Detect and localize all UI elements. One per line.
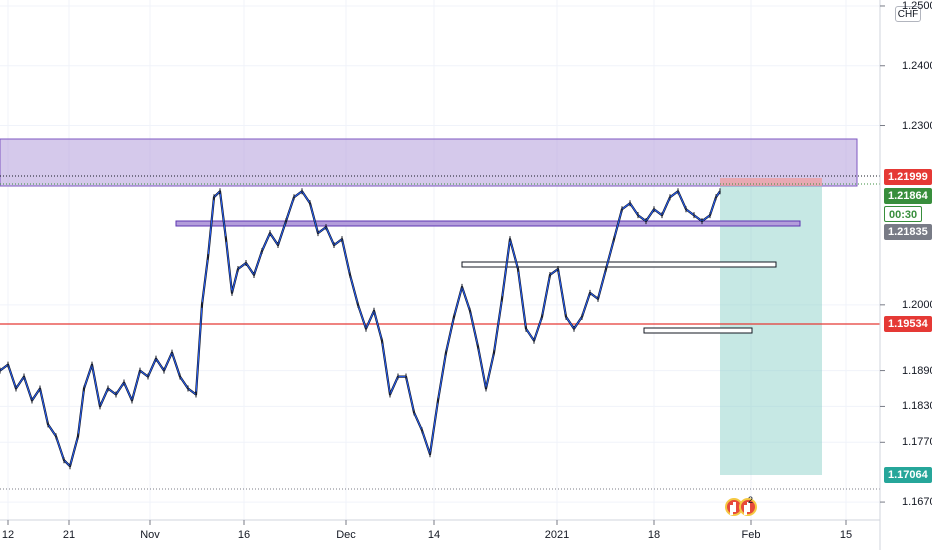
economic-calendar-events[interactable]: 2 (725, 495, 767, 518)
time-axis-label: Dec (336, 529, 356, 541)
price-axis-label: 1.25000 (902, 0, 932, 12)
price-axis-label: 1.20000 (902, 298, 932, 311)
target-price-tag: 1.17064 (884, 467, 932, 483)
price-axis-label: 1.17700 (902, 436, 932, 449)
time-axis-label: Feb (741, 529, 761, 541)
time-axis-label: 18 (647, 529, 661, 541)
event-count: 2 (748, 495, 754, 505)
support-rectangle-lower (643, 327, 753, 334)
chart-grid (0, 0, 880, 520)
high-price-tag: 1.21999 (884, 169, 932, 185)
price-series (0, 188, 721, 470)
price-axis-label: 1.24000 (902, 59, 932, 72)
support-price-tag: 1.19534 (884, 316, 932, 332)
economic-calendar-icon[interactable] (739, 498, 757, 516)
time-axis-label: 12 (1, 529, 15, 541)
price-axis-ticks (880, 5, 885, 503)
time-axis-label: 15 (839, 529, 853, 541)
prev-close-tag: 1.21835 (884, 224, 932, 240)
time-axis-label: Nov (140, 529, 160, 541)
time-axis-label: 21 (62, 529, 76, 541)
support-rectangle-upper (461, 261, 777, 268)
time-axis-ticks (7, 520, 847, 525)
price-line-shadow (0, 190, 721, 468)
price-axis-label: 1.18300 (902, 400, 932, 413)
price-axis-label: 1.23000 (902, 119, 932, 132)
price-axis-label: 1.16700 (902, 496, 932, 509)
countdown-tag: 00:30 (884, 206, 923, 222)
resistance-rectangle (175, 220, 801, 227)
long-stop-zone (720, 178, 822, 186)
time-axis-label: 16 (237, 529, 251, 541)
current-price-tag: 1.21864 (884, 188, 932, 204)
price-axis-label: 1.18900 (902, 364, 932, 377)
time-axis-label: 2021 (544, 529, 570, 541)
currency-button[interactable]: CHF (895, 6, 921, 22)
supply-zone (0, 138, 858, 187)
price-line (0, 190, 721, 467)
time-axis-label: 14 (427, 529, 441, 541)
